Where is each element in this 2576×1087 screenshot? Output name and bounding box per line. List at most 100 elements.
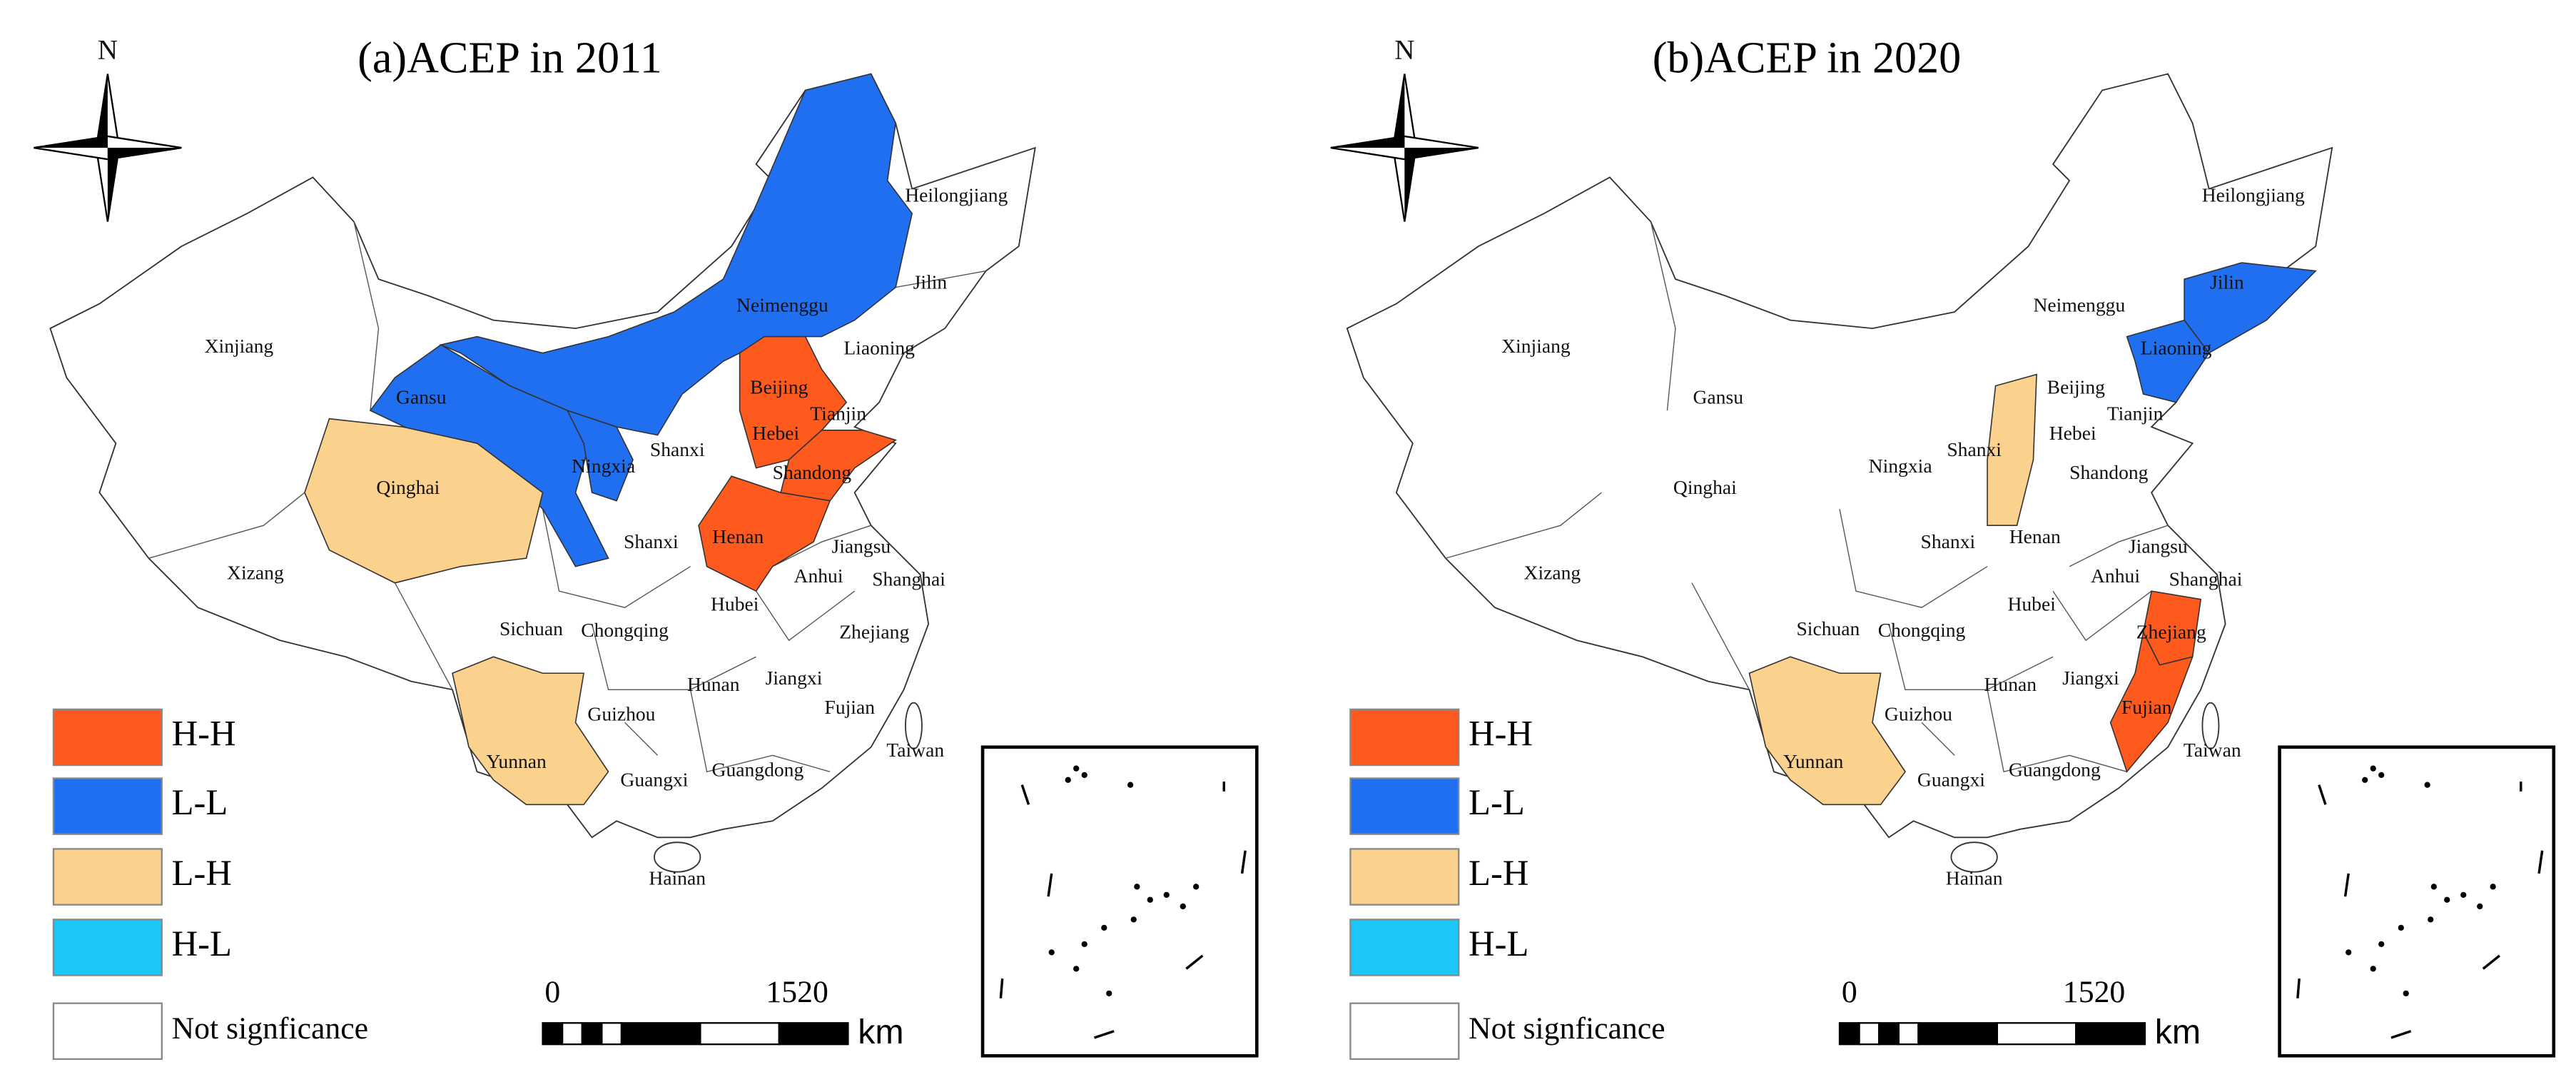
scale-segment <box>1858 1022 1880 1046</box>
legend-swatch <box>1349 708 1460 767</box>
province-fill <box>1987 373 2037 526</box>
hainan-island <box>1950 841 1998 873</box>
scale-segment <box>778 1022 849 1046</box>
province-border <box>148 492 305 559</box>
scale-end: 1520 <box>2063 975 2125 1009</box>
north-arrow <box>1404 148 1479 160</box>
north-label: N <box>98 35 118 66</box>
scale-unit: km <box>2155 1013 2201 1051</box>
legend-label: L-H <box>1469 853 1528 893</box>
scale-start: 0 <box>1842 975 1857 1009</box>
province-border <box>1650 221 1676 411</box>
scale-segment <box>1996 1022 2077 1046</box>
province-label: Guangdong <box>712 759 804 781</box>
scale-end: 1520 <box>766 975 828 1009</box>
inset-island <box>2378 941 2385 947</box>
north-arrow <box>1393 74 1405 148</box>
inset-island <box>1193 884 1200 890</box>
province-label: Shanxi <box>1921 530 1976 552</box>
province-fill <box>452 656 609 806</box>
province-label: Hubei <box>2007 592 2056 615</box>
province-label: Ningxia <box>572 455 635 477</box>
province-label: Guizhou <box>1885 702 1952 724</box>
province-label: Hainan <box>649 866 706 889</box>
province-label: Jiangxi <box>766 667 823 689</box>
province-fill <box>304 418 544 584</box>
province-label: Neimenggu <box>2034 294 2126 316</box>
province-label: Jiangsu <box>831 535 891 557</box>
province-border <box>624 722 659 756</box>
inset-boundary <box>2482 954 2500 970</box>
scale-segment <box>1838 1022 1860 1046</box>
north-arrow <box>96 74 108 148</box>
province-label: Heilongjiang <box>905 183 1008 206</box>
province-label: Sichuan <box>500 617 563 639</box>
legend-label: Not signficance <box>1469 1011 1665 1046</box>
province-label: Liaoning <box>843 336 915 358</box>
province-label: Jilin <box>2210 271 2244 293</box>
inset-island <box>1147 896 1153 903</box>
inset-island <box>2346 949 2352 956</box>
inset-boundary <box>1020 784 1030 805</box>
province-label: Jiangsu <box>2129 535 2188 557</box>
legend-swatch <box>52 919 163 976</box>
inset-island <box>1180 903 1186 910</box>
province-label: Hebei <box>2049 422 2096 444</box>
scale-segment <box>542 1022 564 1046</box>
province-label: Guizhou <box>587 702 655 724</box>
inset-island <box>1065 777 1071 783</box>
province-label: Hunan <box>1984 673 2037 695</box>
province-border <box>1445 492 1602 559</box>
scale-segment <box>620 1022 701 1046</box>
taiwan-island <box>2201 702 2220 749</box>
scale-unit: km <box>858 1013 903 1051</box>
legend-swatch <box>1349 777 1460 835</box>
province-label: Neimenggu <box>736 294 828 316</box>
province-border <box>772 525 871 567</box>
province-label: Hebei <box>752 422 799 444</box>
province-label: Beijing <box>750 376 808 398</box>
inset-boundary <box>1093 1030 1115 1039</box>
province-label: Taiwan <box>886 739 944 761</box>
province-border <box>896 270 986 288</box>
inset-island <box>1130 916 1137 923</box>
province-fill <box>566 409 634 502</box>
inset-island <box>1106 990 1112 997</box>
province-fill <box>1748 656 1907 806</box>
inset-island <box>1073 966 1080 972</box>
legend-label: H-L <box>172 924 232 964</box>
inset-boundary <box>1240 850 1247 874</box>
province-label: Tianjin <box>810 402 866 424</box>
inset-island <box>1081 772 1087 779</box>
inset-frame <box>980 745 1259 1058</box>
province-border <box>1839 509 1988 608</box>
scale-segment <box>561 1022 583 1046</box>
province-label: Xinjiang <box>205 335 274 357</box>
province-border <box>756 590 856 642</box>
north-arrow <box>1330 136 1405 148</box>
province-label: Shanxi <box>650 438 705 460</box>
scale-segment <box>581 1022 603 1046</box>
province-label: Gansu <box>396 385 447 408</box>
scale-segment <box>1878 1022 1900 1046</box>
province-border <box>1888 624 2054 690</box>
inset-island <box>1101 924 1107 931</box>
province-label: Shandong <box>773 461 852 483</box>
province-label: Zhejiang <box>2136 620 2206 642</box>
inset-boundary <box>2318 784 2327 805</box>
legend-label: L-L <box>172 782 228 822</box>
legend-swatch <box>1349 919 1460 976</box>
province-label: Jilin <box>913 271 948 293</box>
province-label: Henan <box>2009 525 2061 547</box>
legend-label: L-H <box>172 853 232 893</box>
province-label: Gansu <box>1693 385 1744 408</box>
province-border <box>394 582 453 690</box>
inset-frame <box>2278 745 2556 1058</box>
province-border <box>1921 722 1955 756</box>
province-label: Shanghai <box>2169 568 2243 590</box>
inset-island <box>2444 896 2450 903</box>
legend-label: H-H <box>172 714 236 754</box>
scale-segment <box>2075 1022 2146 1046</box>
province-label: Ningxia <box>1869 455 1932 477</box>
